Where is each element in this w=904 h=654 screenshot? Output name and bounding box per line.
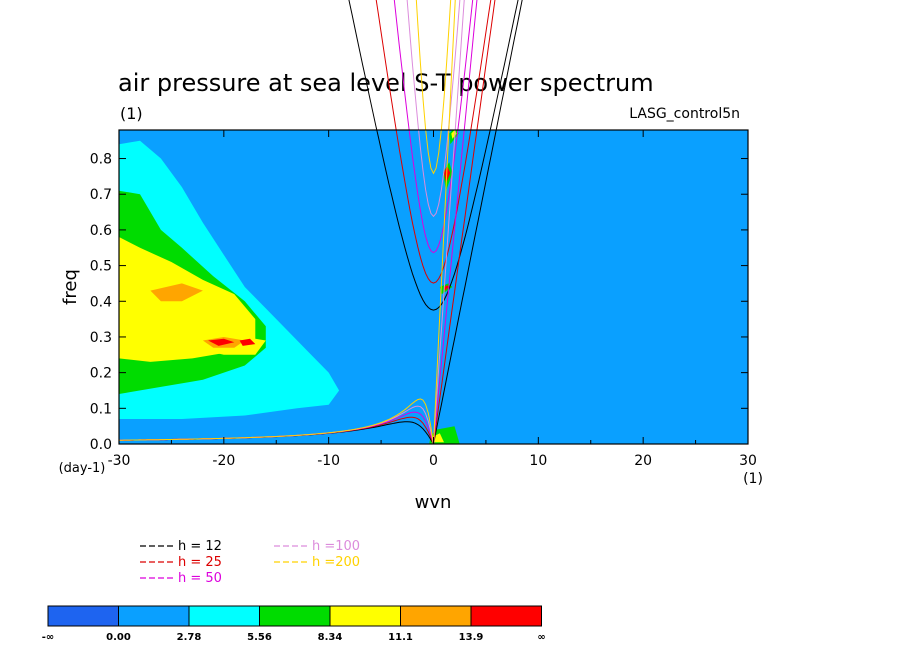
colorbar-swatch-0 xyxy=(47,605,119,627)
colorbar-swatch-4 xyxy=(329,605,401,627)
colorbar-label-2: 2.78 xyxy=(177,632,202,643)
colorbar-label-7: ∞ xyxy=(537,632,545,643)
heat-region-4 xyxy=(150,283,203,302)
colorbar-label-0: -∞ xyxy=(42,632,54,643)
heat-region-6 xyxy=(208,338,235,346)
colorbar-label-5: 11.1 xyxy=(388,632,413,643)
gravity-wave-curve-2 xyxy=(393,0,474,254)
x-tick-label-4: 10 xyxy=(529,453,547,469)
y-unit-label: (day-1) xyxy=(59,461,106,476)
x-tick-label-2: -10 xyxy=(317,453,340,469)
heat-region-7 xyxy=(239,338,256,346)
x-tick-label-0: -30 xyxy=(108,453,131,469)
legend-label-0: h = 12 xyxy=(178,539,222,554)
x-tick-label-5: 20 xyxy=(634,453,652,469)
colorbar-label-6: 13.9 xyxy=(459,632,484,643)
colorbar-swatch-1 xyxy=(118,605,190,627)
y-tick-label-6: 0.6 xyxy=(90,223,112,239)
y-tick-label-3: 0.3 xyxy=(90,330,112,346)
gravity-wave-curve-0 xyxy=(348,0,519,311)
legend-label-2: h = 50 xyxy=(178,571,222,586)
colorbar-label-3: 5.56 xyxy=(247,632,272,643)
colorbar-swatch-3 xyxy=(259,605,331,627)
x-tick-label-6: 30 xyxy=(739,453,757,469)
curve-group-h200 xyxy=(119,0,456,445)
y-tick-label-5: 0.5 xyxy=(90,259,112,275)
rossby-wave-curve-4 xyxy=(119,398,434,445)
y-tick-label-0: 0.0 xyxy=(90,437,112,453)
plot-area xyxy=(118,0,749,445)
chart-title: air pressure at sea level S-T power spec… xyxy=(118,69,654,97)
x-tick-label-3: 0 xyxy=(429,453,438,469)
legend-label-3: h =100 xyxy=(312,539,360,554)
experiment-label: LASG_control5n xyxy=(629,106,740,122)
x-axis-label: wvn xyxy=(415,492,452,513)
y-tick-label-2: 0.2 xyxy=(90,366,112,382)
x-tick-label-1: -20 xyxy=(212,453,235,469)
chart-subtitle: (1) xyxy=(120,104,143,123)
kelvin-wave-curve-0 xyxy=(433,0,523,445)
colorbar-swatch-2 xyxy=(188,605,260,627)
heat-region-13 xyxy=(444,285,450,291)
colorbar-label-4: 8.34 xyxy=(318,632,343,643)
y-tick-label-8: 0.8 xyxy=(90,152,112,168)
colorbar-swatch-5 xyxy=(400,605,472,627)
colorbar: -∞ 0.00 2.78 5.56 8.34 11.1 13.9 ∞ xyxy=(42,605,546,643)
gravity-wave-curve-4 xyxy=(415,0,452,175)
gravity-wave-curve-1 xyxy=(375,0,492,284)
y-tick-label-7: 0.7 xyxy=(90,187,112,203)
y-axis-label: freq xyxy=(60,269,81,305)
y-tick-label-1: 0.1 xyxy=(90,401,112,417)
x-unit-label: (1) xyxy=(743,471,763,487)
gravity-wave-curve-3 xyxy=(406,0,461,218)
y-tick-label-4: 0.4 xyxy=(90,294,112,310)
legend-label-4: h =200 xyxy=(312,555,360,570)
colorbar-label-1: 0.00 xyxy=(106,632,131,643)
colorbar-swatch-6 xyxy=(470,605,542,627)
legend-label-1: h = 25 xyxy=(178,555,222,570)
